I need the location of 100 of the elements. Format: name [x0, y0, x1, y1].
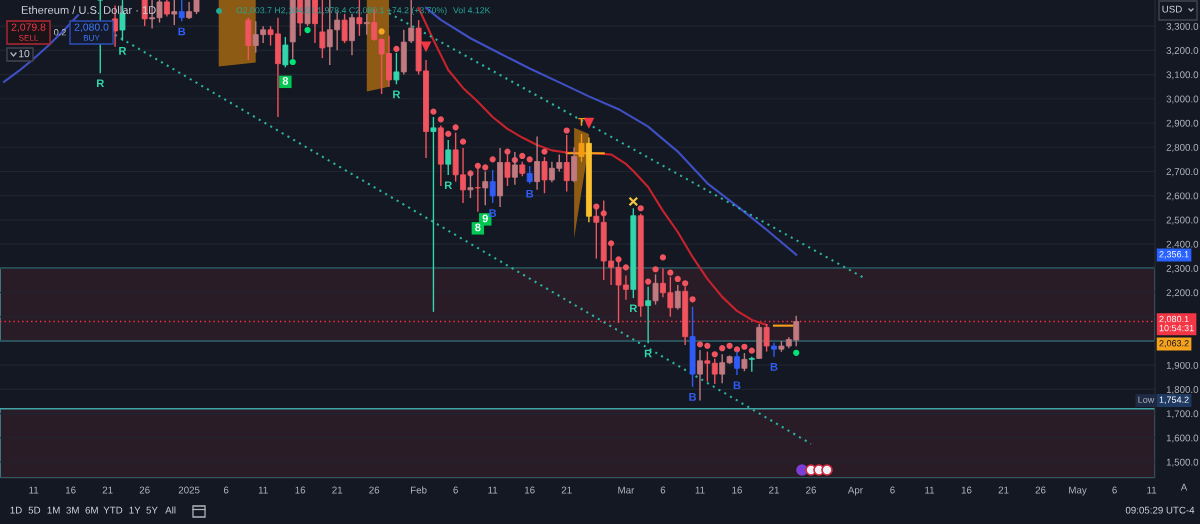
annotation: 9	[482, 214, 488, 223]
x-tick-label: 26	[1035, 486, 1046, 494]
text: 3M	[66, 506, 79, 514]
y-tick-label: 1,700.0	[1166, 410, 1199, 419]
annotation: B	[178, 27, 186, 36]
candlestick	[652, 273, 659, 306]
annotation: B	[526, 189, 534, 198]
text: 1M	[47, 506, 60, 514]
candlestick	[393, 52, 400, 85]
x-tick-label: 16	[732, 486, 742, 494]
text: 6M	[85, 506, 98, 514]
point	[689, 296, 696, 303]
x-tick-label: 6	[1112, 486, 1117, 494]
point	[393, 45, 400, 53]
point	[659, 254, 667, 261]
point	[652, 266, 659, 273]
ref-line-label: 2,080.1 10:54:31	[1159, 315, 1194, 332]
x-tick-label: Mar	[618, 486, 635, 494]
point	[474, 162, 481, 169]
x-tick-label: 2025	[178, 486, 200, 494]
point	[682, 280, 689, 287]
y-tick-label: 2,700.0	[1166, 168, 1199, 177]
candlestick	[645, 286, 652, 345]
text: 2,063.2	[1159, 340, 1189, 348]
point	[793, 349, 800, 356]
x-tick-label: 16	[65, 486, 76, 494]
x-tick-label: 11	[488, 486, 498, 494]
candlestick	[697, 349, 703, 402]
y-tick-label: 2,800.0	[1166, 143, 1199, 152]
text: All	[165, 506, 176, 514]
candlestick	[771, 341, 777, 358]
y-tick-label: 2,400.0	[1166, 240, 1199, 249]
point	[622, 264, 630, 271]
y-tick-label: 1,800.0	[1166, 386, 1199, 395]
annotation: B	[770, 363, 778, 371]
y-tick-label: 2,500.0	[1166, 216, 1199, 225]
point	[437, 116, 444, 123]
annotation: R	[96, 79, 105, 88]
point	[452, 124, 459, 131]
point	[608, 240, 615, 247]
candlestick	[363, 13, 370, 36]
x-tick-label: 11	[258, 486, 268, 494]
annotation: SELL	[19, 34, 39, 41]
text: A	[1180, 483, 1188, 491]
text: 1Y	[129, 506, 141, 514]
candlestick	[445, 139, 452, 176]
point	[289, 58, 296, 66]
text: YTD	[103, 506, 123, 514]
annotation: R	[393, 90, 401, 99]
text: 1,754.2	[1159, 396, 1189, 404]
point	[733, 346, 741, 353]
point	[711, 351, 718, 358]
y-tick-label: 3,300.0	[1166, 22, 1199, 31]
x-tick-label: Feb	[411, 486, 427, 494]
candlestick	[741, 352, 748, 372]
y-tick-label: 3,000.0	[1166, 95, 1199, 104]
point	[526, 156, 533, 163]
annotation: 2,080.0	[74, 23, 109, 33]
candlestick	[534, 135, 541, 191]
annotation: R	[644, 349, 652, 358]
x-tick-label: 11	[925, 486, 935, 494]
point	[459, 138, 467, 145]
annotation: 2,079.8	[11, 23, 46, 33]
point	[541, 148, 548, 155]
annotation: Low	[1138, 396, 1155, 403]
text: 09:05:29 UTC-4	[1125, 506, 1195, 514]
x-tick-label: 26	[369, 486, 380, 494]
point	[719, 345, 726, 352]
x-tick-label: Apr	[847, 486, 863, 496]
text: 2,356.1	[1159, 251, 1189, 259]
y-tick-label: 3,100.0	[1166, 71, 1199, 80]
y-tick-label: 2,900.0	[1166, 119, 1199, 128]
text: 5Y	[146, 506, 158, 514]
point	[674, 275, 681, 283]
x-tick-label: 16	[961, 486, 972, 494]
point	[741, 343, 748, 350]
candlestick	[541, 156, 548, 194]
y-tick-label: 2,600.0	[1166, 192, 1199, 201]
x-tick-label: 11	[695, 486, 705, 494]
point	[637, 205, 644, 212]
point	[704, 342, 711, 349]
y-tick-label: 2,200.0	[1166, 289, 1199, 298]
annotation: B	[733, 381, 741, 390]
y-tick-label: 1,900.0	[1166, 361, 1199, 370]
point	[482, 164, 489, 171]
x-tick-label: 21	[998, 486, 1009, 494]
x-tick-label: 11	[29, 486, 39, 494]
point	[748, 347, 755, 354]
annotation: 10	[19, 49, 30, 58]
annotation: T	[578, 118, 585, 126]
x-tick-label: 6	[223, 486, 229, 494]
point	[504, 148, 511, 155]
x-tick-label: 16	[525, 486, 535, 494]
point	[445, 130, 452, 138]
annotation: Vol 4.12K	[453, 6, 491, 14]
point	[667, 269, 674, 276]
candlestick	[674, 284, 681, 311]
annotation: 8	[475, 223, 481, 232]
point	[696, 341, 704, 348]
y-tick-label: 1,600.0	[1166, 434, 1199, 443]
